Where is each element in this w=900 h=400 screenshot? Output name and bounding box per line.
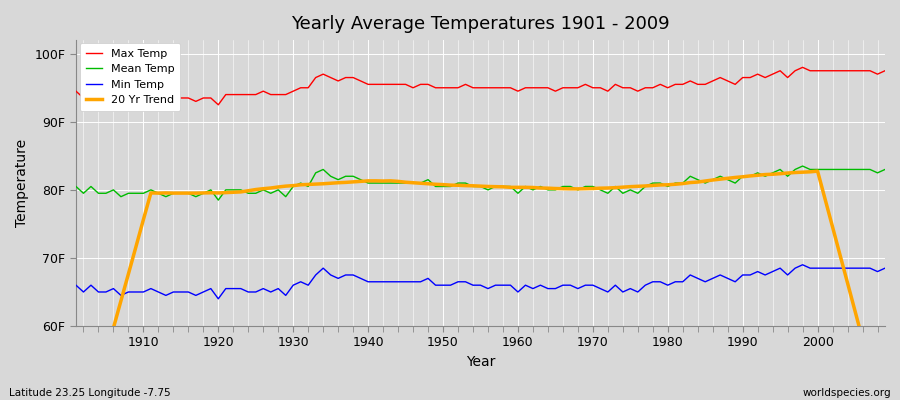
20 Yr Trend	[812, 169, 823, 174]
Legend: Max Temp, Mean Temp, Min Temp, 20 Yr Trend: Max Temp, Mean Temp, Min Temp, 20 Yr Tre…	[80, 43, 180, 111]
Title: Yearly Average Temperatures 1901 - 2009: Yearly Average Temperatures 1901 - 2009	[292, 15, 670, 33]
Min Temp	[347, 272, 358, 277]
Text: worldspecies.org: worldspecies.org	[803, 388, 891, 398]
Mean Temp	[213, 198, 224, 202]
20 Yr Trend	[505, 185, 516, 190]
Min Temp	[130, 290, 141, 294]
Mean Temp	[347, 174, 358, 179]
Min Temp	[797, 262, 808, 267]
Mean Temp	[302, 184, 313, 189]
20 Yr Trend	[340, 180, 351, 185]
Mean Temp	[879, 167, 890, 172]
Max Temp	[512, 89, 523, 94]
Line: Max Temp: Max Temp	[76, 67, 885, 105]
Mean Temp	[512, 191, 523, 196]
Max Temp	[302, 85, 313, 90]
Max Temp	[347, 75, 358, 80]
Min Temp	[512, 290, 523, 294]
Line: 20 Yr Trend: 20 Yr Trend	[76, 171, 885, 400]
20 Yr Trend	[602, 186, 613, 190]
Min Temp	[610, 283, 621, 288]
Max Temp	[130, 99, 141, 104]
Max Temp	[610, 82, 621, 87]
Max Temp	[879, 68, 890, 73]
Text: Latitude 23.25 Longitude -7.75: Latitude 23.25 Longitude -7.75	[9, 388, 171, 398]
Y-axis label: Temperature: Temperature	[15, 139, 29, 227]
Mean Temp	[610, 184, 621, 189]
Line: Mean Temp: Mean Temp	[76, 166, 885, 200]
Max Temp	[797, 65, 808, 70]
Max Temp	[520, 85, 531, 90]
Mean Temp	[70, 184, 81, 189]
Mean Temp	[520, 184, 531, 189]
20 Yr Trend	[130, 244, 141, 249]
Min Temp	[213, 296, 224, 301]
20 Yr Trend	[512, 185, 523, 190]
Min Temp	[879, 266, 890, 270]
Min Temp	[520, 283, 531, 288]
Max Temp	[213, 102, 224, 107]
Max Temp	[70, 89, 81, 94]
Mean Temp	[797, 164, 808, 168]
Min Temp	[302, 283, 313, 288]
Mean Temp	[130, 191, 141, 196]
Line: Min Temp: Min Temp	[76, 265, 885, 299]
20 Yr Trend	[295, 182, 306, 187]
X-axis label: Year: Year	[466, 355, 495, 369]
Min Temp	[70, 283, 81, 288]
